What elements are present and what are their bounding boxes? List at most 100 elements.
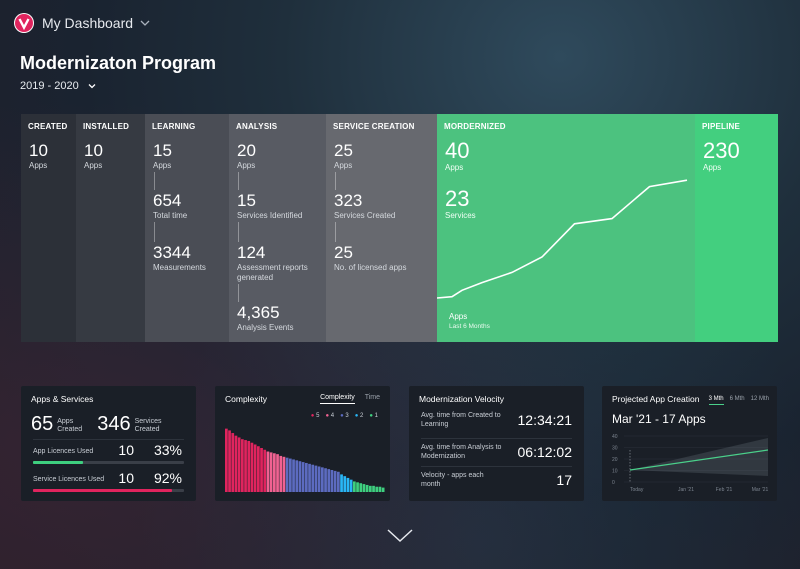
- legend-item: ● 2: [355, 413, 364, 419]
- metric: 3344 Measurements: [153, 244, 206, 273]
- connector-line: [335, 172, 336, 190]
- complexity-bar: [269, 452, 273, 492]
- x-tick-label: Feb '21: [716, 487, 733, 493]
- tab-time[interactable]: Time: [364, 394, 380, 401]
- complexity-bar: [324, 468, 327, 492]
- tab-complexity[interactable]: Complexity: [320, 394, 355, 404]
- legend-item: ● 3: [340, 413, 349, 419]
- complexity-bar: [372, 485, 375, 492]
- service-licences-label: Service Licences Used: [33, 476, 105, 483]
- projected-card[interactable]: Projected App Creation 3 Mth 6 Mth 12 Mt…: [602, 386, 777, 501]
- stage-created[interactable]: CREATED 10 Apps: [21, 114, 76, 342]
- legend-dot-icon: ●: [325, 413, 331, 419]
- complexity-bar: [343, 476, 347, 492]
- complexity-bar: [346, 477, 350, 492]
- complexity-bar: [234, 435, 238, 492]
- app-licences-count: 10: [118, 442, 134, 458]
- complexity-bar: [228, 430, 231, 492]
- chevron-down-icon[interactable]: [139, 17, 151, 29]
- tab-6-month[interactable]: 6 Mth: [729, 396, 745, 402]
- stage-heading: ANALYSIS: [236, 122, 278, 131]
- metric-value: 124: [237, 243, 266, 262]
- apps-services-totals: 65 Apps Created 346 Services Created: [31, 414, 186, 434]
- divider: [33, 439, 184, 440]
- projection-tabs: 3 Mth 6 Mth 12 Mth: [708, 396, 769, 405]
- legend-item: ● 5: [311, 413, 320, 419]
- apps-services-card[interactable]: Apps & Services 65 Apps Created 346 Serv…: [21, 386, 196, 501]
- stage-analysis[interactable]: ANALYSIS 20 Apps 15 Services Identified …: [229, 114, 326, 342]
- metric: 23 Services: [445, 188, 476, 221]
- stage-service-creation[interactable]: SERVICE CREATION 25 Apps 323 Services Cr…: [326, 114, 437, 342]
- confidence-band: [630, 438, 768, 476]
- legend-dot-icon: ●: [354, 413, 361, 419]
- complexity-bar: [330, 470, 334, 492]
- tab-12-month[interactable]: 12 Mth: [750, 396, 769, 402]
- complexity-bar: [292, 459, 295, 492]
- stage-learning[interactable]: LEARNING 15 Apps 654 Total time 3344 Mea…: [145, 114, 229, 342]
- metric: 15 Apps: [153, 142, 172, 171]
- y-tick-label: 0: [612, 480, 615, 486]
- complexity-bar: [369, 485, 372, 492]
- metric-value: 230: [703, 138, 740, 163]
- connector-line: [335, 222, 336, 242]
- trend-line: [437, 179, 688, 299]
- card-title: Projected App Creation: [612, 394, 700, 404]
- complexity-bar: [244, 440, 247, 492]
- metric-value: 10: [29, 141, 48, 160]
- complexity-bar: [276, 454, 279, 492]
- app-licences-row: App Licences Used 10 33%: [33, 442, 184, 464]
- stage-installed[interactable]: INSTALLED 10 Apps: [76, 114, 145, 342]
- chevron-down-icon: [88, 84, 96, 89]
- legend-label: 5: [316, 413, 320, 419]
- metric-label: Analysis Events: [237, 323, 294, 332]
- metric-label: Apps: [237, 161, 256, 170]
- legend-item: ● 4: [325, 413, 334, 419]
- complexity-bar: [253, 444, 257, 492]
- page-title: Modernizaton Program: [20, 53, 217, 73]
- complexity-bar: [231, 433, 235, 492]
- tab-3-month[interactable]: 3 Mth: [708, 396, 724, 405]
- period-label: 2019 - 2020: [20, 80, 79, 92]
- projection-headline: Mar '21 - 17 Apps: [612, 412, 706, 426]
- projection-line: [629, 449, 769, 471]
- velocity-row: Avg. time from Created to Learning 12:34…: [421, 411, 572, 429]
- y-tick-label: 40: [612, 434, 618, 440]
- period-selector[interactable]: 2019 - 2020: [20, 80, 97, 92]
- complexity-bar: [311, 464, 315, 492]
- legend-label: 1: [374, 413, 378, 419]
- complexity-bar: [289, 458, 292, 492]
- stage-heading: CREATED: [28, 122, 68, 131]
- legend-label: 2: [360, 413, 364, 419]
- scroll-down-chevron-icon[interactable]: [386, 528, 414, 544]
- complexity-bar: [327, 469, 331, 492]
- complexity-bar: [333, 470, 337, 492]
- complexity-bar: [279, 455, 283, 492]
- stage-modernized[interactable]: MORDERNIZED 40 Apps 23 Services Apps Las…: [437, 114, 695, 342]
- complexity-bar: [381, 487, 385, 492]
- complexity-bar: [359, 483, 363, 492]
- metric-label: Services Created: [334, 211, 396, 220]
- stage-heading: LEARNING: [152, 122, 196, 131]
- velocity-value: 17: [556, 472, 572, 488]
- metric: 230 Apps: [703, 140, 740, 173]
- complexity-bar: [378, 486, 382, 492]
- complexity-card[interactable]: Complexity Complexity Time ● 5 ● 4 ● 3 ● 2 ●…: [215, 386, 390, 501]
- metric-value: 3344: [153, 243, 191, 262]
- divider: [421, 438, 572, 439]
- stage-pipeline[interactable]: PIPELINE 230 Apps: [695, 114, 778, 342]
- service-licences-bar-fill: [33, 489, 172, 492]
- divider: [421, 466, 572, 467]
- legend-dot-icon: ●: [369, 413, 375, 419]
- apps-created-count: 65: [31, 413, 54, 435]
- app-logo[interactable]: [14, 13, 34, 33]
- complexity-bar: [260, 448, 263, 492]
- velocity-card[interactable]: Modernization Velocity Avg. time from Cr…: [409, 386, 584, 501]
- dashboard-title[interactable]: My Dashboard: [42, 15, 134, 31]
- metric-label: Apps: [334, 161, 353, 170]
- metric: 25 Apps: [334, 142, 353, 171]
- metric-value: 15: [237, 191, 256, 210]
- app-licences-bar-fill: [33, 461, 83, 464]
- metric: 654 Total time: [153, 192, 187, 221]
- complexity-bar: [295, 460, 299, 492]
- complexity-bar: [241, 439, 244, 492]
